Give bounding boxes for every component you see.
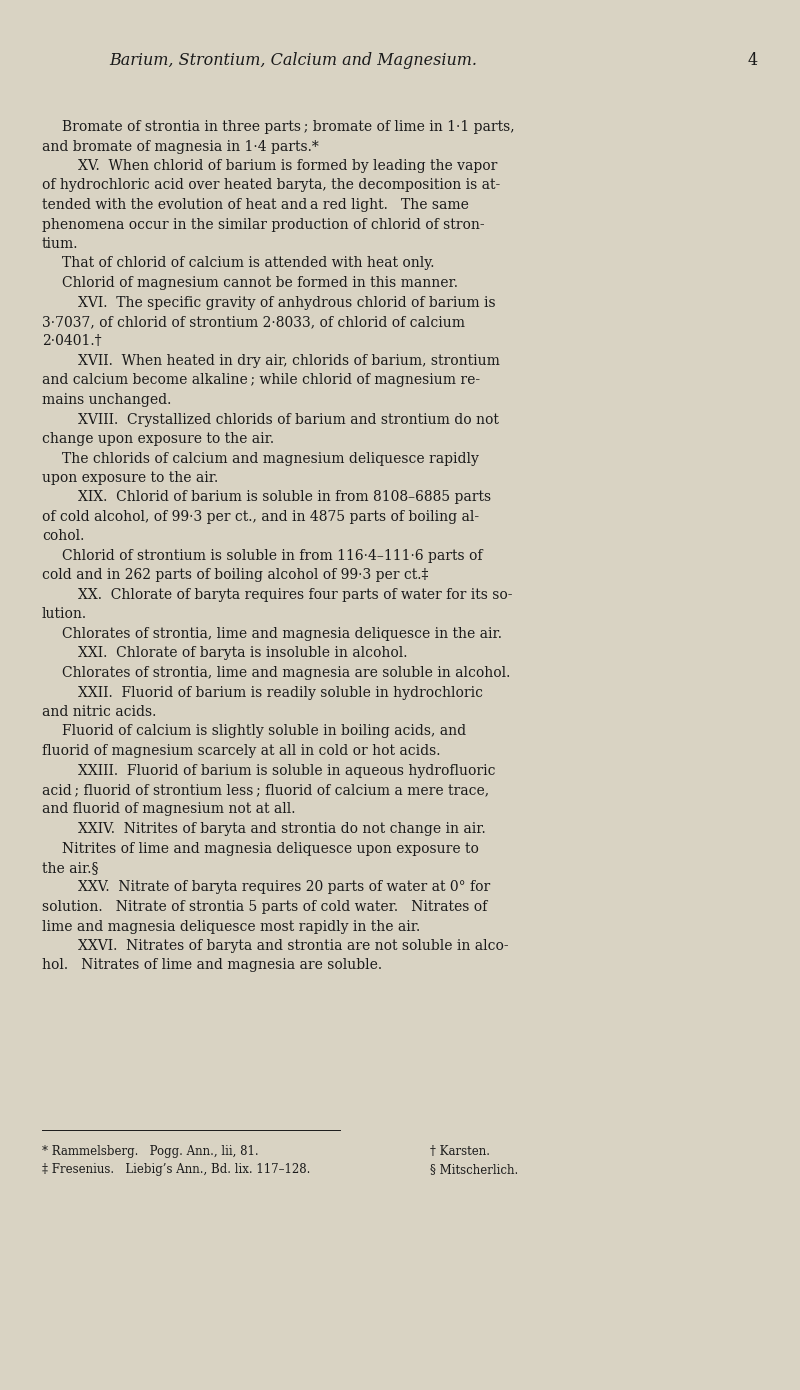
Text: † Karsten.: † Karsten.: [430, 1145, 490, 1158]
Text: XXIII.  Fluorid of barium is soluble in aqueous hydrofluoric: XXIII. Fluorid of barium is soluble in a…: [78, 763, 495, 777]
Text: Chlorid of magnesium cannot be formed in this manner.: Chlorid of magnesium cannot be formed in…: [62, 277, 458, 291]
Text: phenomena occur in the similar production of chlorid of stron-: phenomena occur in the similar productio…: [42, 217, 485, 232]
Text: 3·7037, of chlorid of strontium 2·8033, of chlorid of calcium: 3·7037, of chlorid of strontium 2·8033, …: [42, 316, 465, 329]
Text: hol.   Nitrates of lime and magnesia are soluble.: hol. Nitrates of lime and magnesia are s…: [42, 959, 382, 973]
Text: cohol.: cohol.: [42, 530, 84, 543]
Text: Fluorid of calcium is slightly soluble in boiling acids, and: Fluorid of calcium is slightly soluble i…: [62, 724, 466, 738]
Text: XVI.  The specific gravity of anhydrous chlorid of barium is: XVI. The specific gravity of anhydrous c…: [78, 296, 496, 310]
Text: XXII.  Fluorid of barium is readily soluble in hydrochloric: XXII. Fluorid of barium is readily solub…: [78, 685, 483, 699]
Text: XX.  Chlorate of baryta requires four parts of water for its so-: XX. Chlorate of baryta requires four par…: [78, 588, 513, 602]
Text: Chlorid of strontium is soluble in from 116·4–111·6 parts of: Chlorid of strontium is soluble in from …: [62, 549, 482, 563]
Text: the air.§: the air.§: [42, 860, 98, 874]
Text: tended with the evolution of heat and a red light.   The same: tended with the evolution of heat and a …: [42, 197, 469, 213]
Text: 2·0401.†: 2·0401.†: [42, 335, 102, 349]
Text: Nitrites of lime and magnesia deliquesce upon exposure to: Nitrites of lime and magnesia deliquesce…: [62, 841, 479, 855]
Text: XXIV.  Nitrites of baryta and strontia do not change in air.: XXIV. Nitrites of baryta and strontia do…: [78, 821, 486, 835]
Text: lution.: lution.: [42, 607, 87, 621]
Text: of cold alcohol, of 99·3 per ct., and in 4875 parts of boiling al-: of cold alcohol, of 99·3 per ct., and in…: [42, 510, 479, 524]
Text: That of chlorid of calcium is attended with heat only.: That of chlorid of calcium is attended w…: [62, 257, 434, 271]
Text: 4: 4: [748, 51, 758, 70]
Text: ‡ Fresenius.   Liebig’s Ann., Bd. lix. 117–128.: ‡ Fresenius. Liebig’s Ann., Bd. lix. 117…: [42, 1163, 310, 1176]
Text: and bromate of magnesia in 1·4 parts.*: and bromate of magnesia in 1·4 parts.*: [42, 139, 318, 153]
Text: XV.  When chlorid of barium is formed by leading the vapor: XV. When chlorid of barium is formed by …: [78, 158, 498, 172]
Text: XXVI.  Nitrates of baryta and strontia are not soluble in alco-: XXVI. Nitrates of baryta and strontia ar…: [78, 940, 509, 954]
Text: upon exposure to the air.: upon exposure to the air.: [42, 471, 218, 485]
Text: § Mitscherlich.: § Mitscherlich.: [430, 1163, 518, 1176]
Text: cold and in 262 parts of boiling alcohol of 99·3 per ct.‡: cold and in 262 parts of boiling alcohol…: [42, 569, 428, 582]
Text: of hydrochloric acid over heated baryta, the decomposition is at-: of hydrochloric acid over heated baryta,…: [42, 178, 500, 192]
Text: Barium, Strontium, Calcium and Magnesium.: Barium, Strontium, Calcium and Magnesium…: [109, 51, 477, 70]
Text: Chlorates of strontia, lime and magnesia deliquesce in the air.: Chlorates of strontia, lime and magnesia…: [62, 627, 502, 641]
Text: * Rammelsberg.   Pogg. Ann., lii, 81.: * Rammelsberg. Pogg. Ann., lii, 81.: [42, 1145, 258, 1158]
Text: Chlorates of strontia, lime and magnesia are soluble in alcohol.: Chlorates of strontia, lime and magnesia…: [62, 666, 510, 680]
Text: and calcium become alkaline ; while chlorid of magnesium re-: and calcium become alkaline ; while chlo…: [42, 374, 480, 388]
Text: XIX.  Chlorid of barium is soluble in from 8108–6885 parts: XIX. Chlorid of barium is soluble in fro…: [78, 491, 491, 505]
Text: and fluorid of magnesium not at all.: and fluorid of magnesium not at all.: [42, 802, 295, 816]
Text: acid ; fluorid of strontium less ; fluorid of calcium a mere trace,: acid ; fluorid of strontium less ; fluor…: [42, 783, 489, 796]
Text: tium.: tium.: [42, 238, 78, 252]
Text: The chlorids of calcium and magnesium deliquesce rapidly: The chlorids of calcium and magnesium de…: [62, 452, 479, 466]
Text: mains unchanged.: mains unchanged.: [42, 393, 171, 407]
Text: Bromate of strontia in three parts ; bromate of lime in 1·1 parts,: Bromate of strontia in three parts ; bro…: [62, 120, 514, 133]
Text: XVIII.  Crystallized chlorids of barium and strontium do not: XVIII. Crystallized chlorids of barium a…: [78, 413, 499, 427]
Text: and nitric acids.: and nitric acids.: [42, 705, 156, 719]
Text: XXI.  Chlorate of baryta is insoluble in alcohol.: XXI. Chlorate of baryta is insoluble in …: [78, 646, 407, 660]
Text: fluorid of magnesium scarcely at all in cold or hot acids.: fluorid of magnesium scarcely at all in …: [42, 744, 441, 758]
Text: lime and magnesia deliquesce most rapidly in the air.: lime and magnesia deliquesce most rapidl…: [42, 920, 420, 934]
Text: XVII.  When heated in dry air, chlorids of barium, strontium: XVII. When heated in dry air, chlorids o…: [78, 354, 500, 368]
Text: solution.   Nitrate of strontia 5 parts of cold water.   Nitrates of: solution. Nitrate of strontia 5 parts of…: [42, 899, 487, 915]
Text: change upon exposure to the air.: change upon exposure to the air.: [42, 432, 274, 446]
Text: XXV.  Nitrate of baryta requires 20 parts of water at 0° for: XXV. Nitrate of baryta requires 20 parts…: [78, 880, 490, 895]
